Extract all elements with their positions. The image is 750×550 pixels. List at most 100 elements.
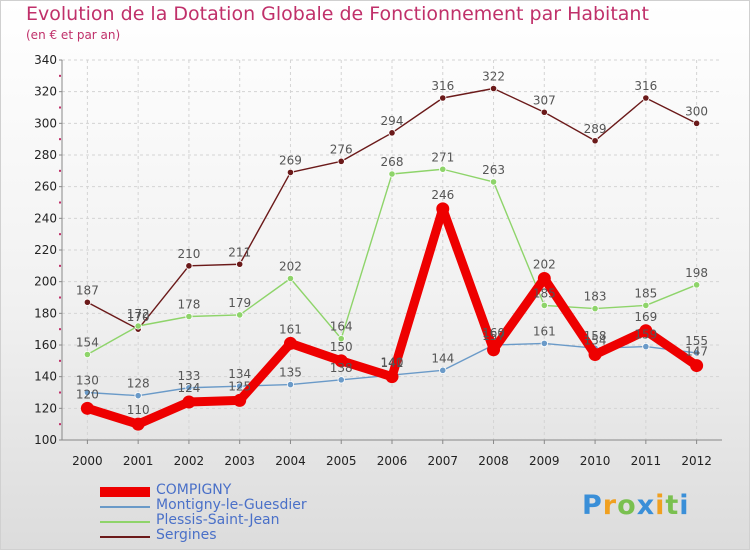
data-point-sergines bbox=[236, 260, 244, 268]
data-label-plessis-saint-jean: 154 bbox=[76, 336, 99, 350]
data-label-plessis-saint-jean: 198 bbox=[685, 266, 708, 280]
legend-label: Sergines bbox=[156, 527, 217, 543]
data-point-plessis-saint-jean bbox=[540, 301, 548, 310]
y-tick-label: 140 bbox=[34, 370, 57, 384]
data-label-plessis-saint-jean: 268 bbox=[381, 155, 404, 169]
data-point-compigny bbox=[487, 343, 501, 357]
data-label-sergines: 300 bbox=[685, 104, 708, 118]
data-label-montigny-le-guesdier: 135 bbox=[279, 366, 302, 380]
data-label-sergines: 187 bbox=[76, 283, 99, 297]
legend-label: COMPIGNY bbox=[156, 482, 232, 498]
data-label-sergines: 170 bbox=[127, 310, 150, 324]
data-label-sergines: 276 bbox=[330, 142, 353, 156]
data-point-plessis-saint-jean bbox=[693, 281, 701, 289]
y-tick-label: 340 bbox=[34, 53, 57, 67]
data-label-montigny-le-guesdier: 159 bbox=[634, 328, 657, 342]
y-tick-label: 300 bbox=[34, 116, 57, 130]
legend-label: Plessis-Saint-Jean bbox=[156, 512, 280, 528]
data-label-montigny-le-guesdier: 128 bbox=[127, 377, 150, 391]
data-label-montigny-le-guesdier: 155 bbox=[685, 334, 708, 348]
data-label-montigny-le-guesdier: 130 bbox=[76, 374, 99, 388]
data-label-sergines: 316 bbox=[431, 79, 454, 93]
data-point-montigny-le-guesdier bbox=[236, 382, 244, 390]
logo-letter: i bbox=[655, 490, 666, 521]
logo-letter: x bbox=[636, 490, 656, 521]
y-tick-label: 240 bbox=[34, 211, 57, 225]
data-label-montigny-le-guesdier: 158 bbox=[584, 329, 607, 343]
data-label-compigny: 120 bbox=[76, 387, 99, 401]
x-tick-label: 2006 bbox=[377, 454, 408, 468]
data-label-plessis-saint-jean: 185 bbox=[634, 286, 657, 300]
data-point-montigny-le-guesdier bbox=[185, 384, 193, 392]
data-label-compigny: 124 bbox=[177, 381, 200, 395]
data-point-sergines bbox=[388, 129, 396, 137]
logo-letter: i bbox=[679, 490, 690, 521]
x-tick-label: 2004 bbox=[275, 454, 306, 468]
data-point-sergines bbox=[337, 157, 345, 165]
data-point-sergines bbox=[693, 119, 701, 127]
data-point-sergines bbox=[489, 84, 498, 93]
line-chart: 100 120 140 160 180 200 220 240 260 280 300 320 340 2… bbox=[34, 53, 722, 468]
data-point-montigny-le-guesdier bbox=[337, 376, 345, 384]
data-label-sergines: 210 bbox=[177, 247, 200, 261]
y-minor-tick bbox=[59, 169, 61, 172]
data-label-plessis-saint-jean: 178 bbox=[177, 298, 200, 312]
x-tick-label: 2009 bbox=[529, 454, 560, 468]
x-tick-label: 2003 bbox=[224, 454, 255, 468]
data-label-montigny-le-guesdier: 144 bbox=[431, 351, 454, 365]
data-label-plessis-saint-jean: 185 bbox=[533, 286, 556, 300]
x-tick-label: 2011 bbox=[631, 454, 662, 468]
data-label-plessis-saint-jean: 164 bbox=[330, 320, 353, 334]
y-tick-label: 260 bbox=[34, 180, 57, 194]
data-point-sergines bbox=[286, 168, 295, 177]
data-point-plessis-saint-jean bbox=[134, 322, 142, 330]
series-group bbox=[80, 84, 704, 431]
data-label-montigny-le-guesdier: 134 bbox=[228, 367, 251, 381]
y-minor-tick bbox=[59, 138, 61, 141]
logo-letter: t bbox=[665, 490, 680, 521]
y-minor-tick bbox=[59, 201, 61, 204]
data-label-compigny: 150 bbox=[330, 340, 353, 354]
data-point-compigny bbox=[385, 370, 399, 384]
legend-swatch bbox=[100, 506, 150, 508]
data-point-compigny bbox=[588, 348, 602, 361]
data-point-compigny bbox=[182, 395, 196, 409]
axes: 100 120 140 160 180 200 220 240 260 280 300 320 340 2… bbox=[34, 53, 722, 468]
data-label-sergines: 294 bbox=[381, 114, 404, 128]
data-point-compigny bbox=[436, 202, 450, 216]
y-tick-label: 180 bbox=[34, 306, 57, 320]
data-label-sergines: 289 bbox=[584, 122, 607, 136]
data-point-plessis-saint-jean bbox=[439, 165, 447, 173]
data-label-compigny: 147 bbox=[685, 345, 708, 359]
legend-swatch bbox=[100, 521, 150, 523]
data-label-montigny-le-guesdier: 141 bbox=[381, 356, 404, 370]
y-minor-tick bbox=[59, 328, 61, 331]
data-point-plessis-saint-jean bbox=[388, 170, 396, 178]
data-label-montigny-le-guesdier: 161 bbox=[533, 324, 556, 338]
data-point-plessis-saint-jean bbox=[642, 301, 650, 310]
data-label-plessis-saint-jean: 202 bbox=[279, 260, 302, 274]
data-point-compigny bbox=[690, 359, 704, 373]
data-label-montigny-le-guesdier: 138 bbox=[330, 361, 353, 375]
y-minor-tick bbox=[59, 296, 61, 299]
data-label-compigny: 154 bbox=[584, 334, 607, 348]
data-point-sergines bbox=[642, 94, 650, 102]
data-label-sergines: 307 bbox=[533, 93, 556, 107]
logo-letter: r bbox=[602, 490, 618, 521]
data-point-compigny bbox=[283, 336, 297, 350]
data-label-plessis-saint-jean: 271 bbox=[431, 150, 454, 164]
data-label-compigny: 140 bbox=[381, 356, 404, 370]
y-tick-label: 280 bbox=[34, 148, 57, 162]
data-point-compigny bbox=[233, 393, 247, 407]
data-point-plessis-saint-jean bbox=[337, 335, 345, 343]
x-tick-label: 2005 bbox=[326, 454, 357, 468]
y-minor-tick bbox=[59, 106, 61, 109]
data-label-compigny: 161 bbox=[279, 322, 302, 336]
chart-subtitle: (en € et par an) bbox=[26, 28, 121, 42]
data-label-sergines: 269 bbox=[279, 153, 302, 167]
y-tick-label: 100 bbox=[34, 433, 57, 447]
data-point-sergines bbox=[540, 108, 548, 116]
data-point-plessis-saint-jean bbox=[236, 311, 244, 319]
chart-title: Evolution de la Dotation Globale de Fonc… bbox=[26, 3, 649, 25]
legend-swatch bbox=[100, 487, 150, 497]
